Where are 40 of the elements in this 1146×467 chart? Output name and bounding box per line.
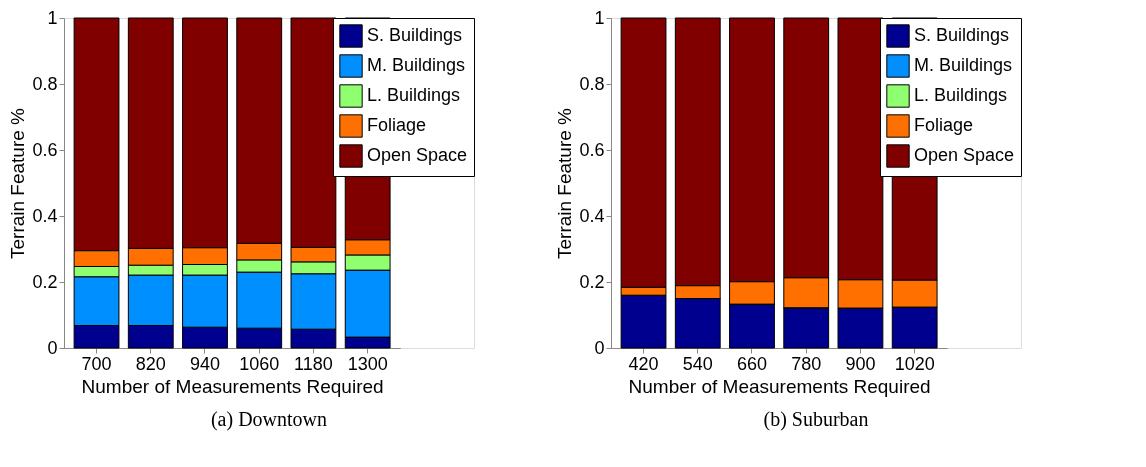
y-tick-label: 0 bbox=[47, 337, 58, 358]
x-tick-label: 660 bbox=[736, 353, 768, 374]
y-tick-label: 0.8 bbox=[579, 73, 605, 94]
x-tick-label: 420 bbox=[628, 353, 659, 374]
x-tick-label: 540 bbox=[682, 353, 713, 374]
x-tick-label: 1300 bbox=[347, 353, 388, 374]
y-tick-label: 0.2 bbox=[32, 271, 58, 292]
x-tick-label: 780 bbox=[791, 353, 822, 374]
legend-label: Foliage bbox=[367, 115, 427, 135]
x-tick-label: 700 bbox=[81, 353, 112, 374]
x-tick-label: 820 bbox=[135, 353, 166, 374]
text: (b) Suburban bbox=[763, 408, 869, 431]
legend-label: S. Buildings bbox=[914, 25, 1010, 45]
y-tick-label: 0.4 bbox=[32, 205, 58, 226]
legend-label: Open Space bbox=[367, 145, 468, 165]
y-tick-label: 0.6 bbox=[579, 139, 605, 160]
y-axis-title: Terrain Feature % bbox=[554, 107, 576, 260]
x-axis-title: Number of Measurements Required bbox=[81, 375, 384, 397]
legend-label: M. Buildings bbox=[367, 55, 466, 75]
y-tick-label: 0.6 bbox=[32, 139, 58, 160]
y-tick-label: 0 bbox=[594, 337, 605, 358]
legend-label: M. Buildings bbox=[914, 55, 1013, 75]
legend-label: L. Buildings bbox=[367, 85, 461, 105]
x-tick-label: 1180 bbox=[294, 353, 333, 374]
y-tick-label: 0.2 bbox=[579, 271, 605, 292]
x-axis-title: Number of Measurements Required bbox=[628, 375, 931, 397]
x-tick-label: 1020 bbox=[894, 353, 935, 374]
legend-label: L. Buildings bbox=[914, 85, 1008, 105]
text: (a) Downtown bbox=[210, 408, 328, 431]
x-tick-label: 1060 bbox=[239, 353, 280, 374]
y-tick-label: 1 bbox=[594, 7, 605, 28]
x-tick-label: 900 bbox=[845, 353, 876, 374]
y-axis-title: Terrain Feature % bbox=[7, 107, 29, 260]
legend-label: Open Space bbox=[914, 145, 1015, 165]
y-tick-label: 1 bbox=[47, 7, 58, 28]
legend-label: S. Buildings bbox=[367, 25, 463, 45]
y-tick-label: 0.4 bbox=[579, 205, 605, 226]
y-tick-label: 0.8 bbox=[32, 73, 58, 94]
legend-label: Foliage bbox=[914, 115, 974, 135]
x-tick-label: 940 bbox=[189, 353, 221, 374]
